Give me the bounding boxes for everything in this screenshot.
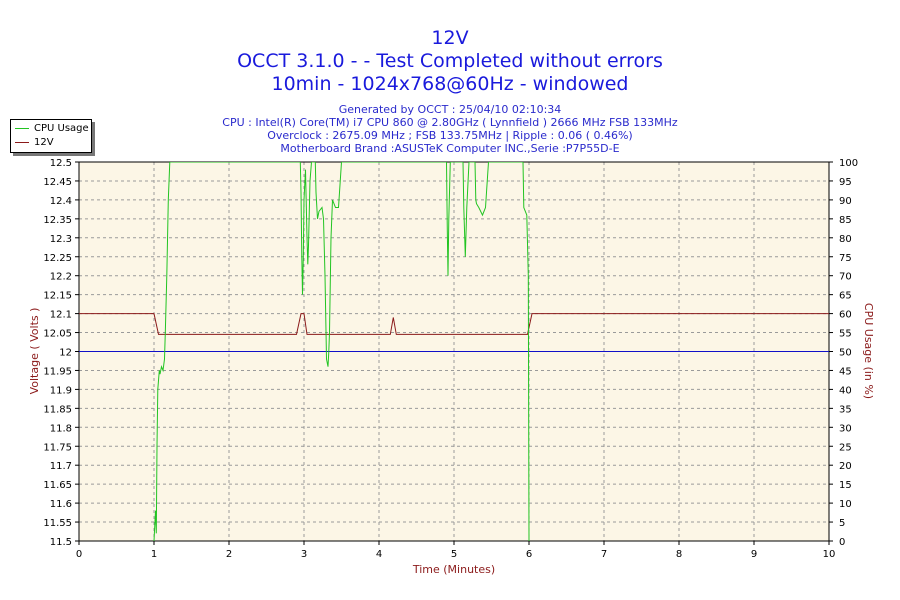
y-tick-label-right: 65 (839, 291, 852, 302)
y-tick-label-right: 100 (839, 158, 858, 169)
legend-item-cpu-usage: CPU Usage (15, 122, 89, 135)
info-overclock: Overclock : 2675.09 MHz ; FSB 133.75MHz … (267, 129, 633, 142)
y-tick-label-right: 80 (839, 234, 852, 245)
x-tick-label: 0 (76, 549, 82, 560)
series-line-12v (79, 313, 829, 335)
y-tick-label-right: 90 (839, 196, 852, 207)
series-line-cpu-usage (153, 162, 530, 541)
y-tick-label-left: 11.5 (50, 537, 72, 548)
y-tick-label-right: 0 (839, 537, 845, 548)
y-axis-label-right: CPU Usage (in %) (862, 303, 875, 399)
y-axis-label-left: Voltage ( Volts ) (28, 308, 41, 395)
legend-swatch-cpu-usage (15, 127, 29, 129)
y-tick-label-right: 35 (839, 404, 852, 415)
y-tick-label-left: 12.35 (43, 215, 72, 226)
y-tick-label-right: 5 (839, 518, 845, 529)
y-tick-label-left: 12.15 (43, 291, 72, 302)
x-tick-label: 1 (151, 549, 157, 560)
y-tick-label-right: 15 (839, 480, 852, 491)
chart-subtitle: OCCT 3.1.0 - - Test Completed without er… (237, 50, 663, 72)
info-cpu: CPU : Intel(R) Core(TM) i7 CPU 860 @ 2.8… (222, 116, 678, 129)
tick-labels: 0 1 2 3 4 5 6 7 8 9 1011.511.5511.611.6511.711.751… (43, 158, 858, 560)
series-layer (79, 162, 829, 541)
y-tick-label-right: 20 (839, 461, 852, 472)
grid (79, 162, 829, 541)
legend-swatch-12v (15, 141, 29, 143)
x-tick-label: 2 (226, 549, 232, 560)
x-tick-label: 4 (376, 549, 382, 560)
x-tick-label: 5 (451, 549, 457, 560)
y-tick-label-right: 75 (839, 253, 852, 264)
y-tick-label-left: 11.9 (50, 385, 72, 396)
y-tick-label-right: 55 (839, 329, 852, 340)
y-tick-label-right: 25 (839, 442, 852, 453)
chart-subtitle-2: 10min - 1024x768@60Hz - windowed (271, 73, 629, 95)
y-tick-label-left: 11.55 (43, 518, 72, 529)
y-tick-label-right: 10 (839, 499, 852, 510)
y-tick-label-right: 30 (839, 423, 852, 434)
y-tick-label-left: 12.4 (50, 196, 72, 207)
y-tick-label-left: 12.45 (43, 177, 72, 188)
x-tick-label: 10 (823, 549, 836, 560)
legend-item-12v: 12V (15, 136, 54, 149)
y-tick-label-left: 12.1 (50, 310, 72, 321)
x-tick-label: 7 (601, 549, 607, 560)
y-tick-label-left: 11.7 (50, 461, 72, 472)
legend-label-cpu-usage: CPU Usage (34, 123, 89, 134)
y-tick-label-left: 11.95 (43, 366, 72, 377)
y-tick-label-right: 60 (839, 310, 852, 321)
y-tick-label-left: 12.2 (50, 272, 72, 283)
x-tick-label: 3 (301, 549, 307, 560)
y-tick-label-left: 12.05 (43, 329, 72, 340)
y-tick-label-right: 95 (839, 177, 852, 188)
y-tick-label-right: 85 (839, 215, 852, 226)
y-tick-label-left: 11.65 (43, 480, 72, 491)
chart-title: 12V (431, 27, 469, 49)
y-tick-label-right: 70 (839, 272, 852, 283)
x-tick-label: 9 (751, 549, 757, 560)
y-tick-label-left: 12.25 (43, 253, 72, 264)
y-tick-label-left: 12 (59, 348, 72, 359)
y-tick-label-left: 11.75 (43, 442, 72, 453)
x-tick-label: 8 (676, 549, 682, 560)
x-tick-label: 6 (526, 549, 532, 560)
y-tick-label-left: 11.6 (50, 499, 72, 510)
legend-label-12v: 12V (34, 137, 54, 148)
x-axis-label: Time (Minutes) (412, 563, 495, 576)
info-generated: Generated by OCCT : 25/04/10 02:10:34 (338, 103, 562, 116)
y-tick-label-left: 11.8 (50, 423, 72, 434)
y-tick-label-right: 50 (839, 348, 852, 359)
y-tick-label-left: 12.5 (50, 158, 72, 169)
y-tick-label-right: 40 (839, 385, 852, 396)
y-tick-label-left: 11.85 (43, 404, 72, 415)
y-tick-label-right: 45 (839, 366, 852, 377)
y-tick-label-left: 12.3 (50, 234, 72, 245)
info-motherboard: Motherboard Brand :ASUSTeK Computer INC.… (280, 142, 620, 155)
legend: CPU Usage 12V (10, 119, 92, 153)
